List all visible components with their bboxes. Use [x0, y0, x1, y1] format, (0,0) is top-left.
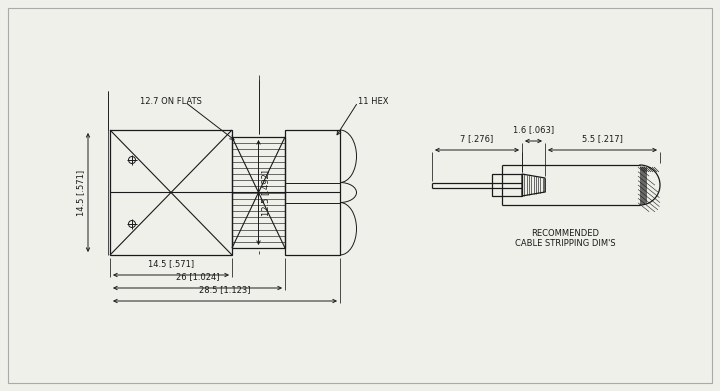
Text: 12.7 ON FLATS: 12.7 ON FLATS	[140, 97, 202, 106]
Text: 26 [1.024]: 26 [1.024]	[176, 272, 220, 281]
Text: CABLE STRIPPING DIM'S: CABLE STRIPPING DIM'S	[515, 239, 616, 248]
Text: 14.5 [.571]: 14.5 [.571]	[76, 169, 86, 215]
Text: 11 HEX: 11 HEX	[358, 97, 389, 106]
Text: 7 [.276]: 7 [.276]	[460, 134, 494, 143]
Text: 1.6 [.063]: 1.6 [.063]	[513, 125, 554, 134]
Text: RECOMMENDED: RECOMMENDED	[531, 228, 599, 237]
Text: 5.5 [.217]: 5.5 [.217]	[582, 134, 623, 143]
Text: 14.5 [.571]: 14.5 [.571]	[148, 259, 194, 268]
Text: 28.5 [1.123]: 28.5 [1.123]	[199, 285, 251, 294]
Text: 12.5 [.492]: 12.5 [.492]	[261, 170, 270, 215]
